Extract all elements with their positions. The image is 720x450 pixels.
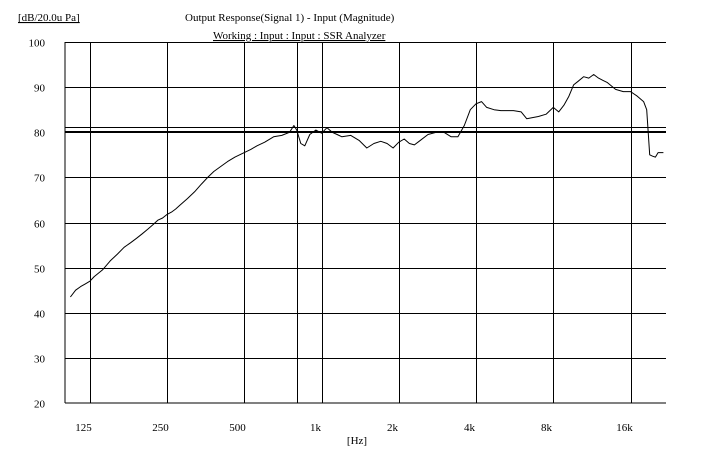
x-tick-label-250: 250 — [152, 422, 169, 434]
plot-area — [65, 74, 666, 298]
y-tick-label-70: 70 — [34, 173, 46, 185]
x-tick-label-1k: 1k — [310, 422, 322, 434]
grid-lines — [64, 42, 666, 404]
x-tick-label-8k: 8k — [541, 422, 553, 434]
y-tick-label-90: 90 — [34, 83, 46, 95]
x-tick-label-4k: 4k — [464, 422, 476, 434]
response-curve-0 — [70, 74, 664, 298]
x-tick-label-2k: 2k — [387, 422, 399, 434]
x-axis-label: [Hz] — [347, 435, 367, 447]
x-tick-label-16k: 16k — [616, 422, 633, 434]
x-tick-labels: 125 250 500 1k 2k 4k 8k 16k — [75, 422, 633, 434]
x-tick-label-125: 125 — [75, 422, 92, 434]
y-tick-labels: 20 30 40 50 60 70 80 90 100 — [29, 38, 46, 411]
y-tick-label-20: 20 — [34, 399, 46, 411]
y-tick-label-30: 30 — [34, 354, 46, 366]
x-tick-label-500: 500 — [229, 422, 246, 434]
chart-subtitle: Working : Input : Input : SSR Analyzer — [213, 30, 386, 42]
y-tick-label-40: 40 — [34, 309, 46, 321]
y-tick-label-50: 50 — [34, 264, 46, 276]
y-tick-label-100: 100 — [29, 38, 46, 50]
y-tick-label-80: 80 — [34, 128, 46, 140]
y-axis-unit-label: [dB/20.0u Pa] — [18, 12, 80, 24]
y-tick-label-60: 60 — [34, 219, 46, 231]
chart-title: Output Response(Signal 1) - Input (Magni… — [185, 12, 395, 24]
